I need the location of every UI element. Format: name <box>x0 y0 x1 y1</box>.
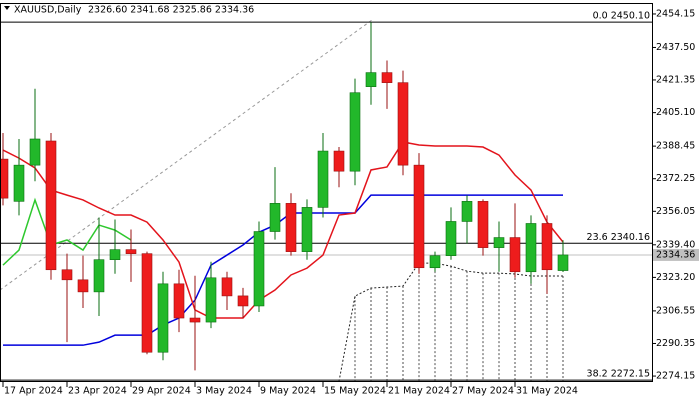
current-price-box <box>653 248 699 261</box>
y-tick-label: 2290.35 <box>656 338 695 349</box>
y-tick-label: 2323.20 <box>656 272 695 283</box>
candle-body <box>365 72 377 87</box>
x-tick-label: 21 May 2024 <box>388 386 450 397</box>
candle-body <box>349 92 361 172</box>
candle-body <box>493 237 505 248</box>
y-tick-label: 2405.10 <box>656 107 695 118</box>
y-tick-label: 2274.15 <box>656 371 695 382</box>
candle-body <box>381 72 393 83</box>
fib-label: 38.2 2272.15 <box>587 369 650 380</box>
indicator-line <box>2 197 132 266</box>
title-icon <box>4 6 10 10</box>
y-tick-label: 2339.40 <box>656 239 695 250</box>
plot-area: 0.0 2450.10 23.6 2340.16 38.2 2272.15 <box>0 11 652 382</box>
candle-body <box>221 277 233 297</box>
indicator-line <box>2 141 564 319</box>
candle-body <box>125 249 137 254</box>
x-tick-label: 9 May 2024 <box>260 386 316 397</box>
candle-body <box>29 138 41 166</box>
x-tick-label: 17 Apr 2024 <box>4 386 63 397</box>
candle-body <box>109 249 121 260</box>
candle-body <box>205 277 217 323</box>
chart-title: XAUUSD,Daily <box>14 5 82 16</box>
y-tick-label: 2372.25 <box>656 173 695 184</box>
plot-frame <box>0 3 653 382</box>
candle-body <box>0 158 9 199</box>
y-tick-label: 2437.50 <box>656 42 695 53</box>
x-tick-label: 23 Apr 2024 <box>68 386 127 397</box>
x-tick-label: 15 May 2024 <box>324 386 386 397</box>
candle-body <box>429 255 441 269</box>
candle-body <box>557 254 569 271</box>
candle-body <box>541 223 553 271</box>
candle-body <box>525 223 537 273</box>
candle-body <box>477 201 489 248</box>
candle-body <box>397 82 409 166</box>
y-tick-label: 2388.45 <box>656 141 695 152</box>
x-tick-label: 27 May 2024 <box>452 386 514 397</box>
indicator-line <box>3 194 563 346</box>
x-tick-label: 29 Apr 2024 <box>132 386 191 397</box>
fib-trend-line <box>0 19 373 291</box>
candle-body <box>237 295 249 307</box>
candle-body <box>93 259 105 293</box>
ohlc-header: 2326.60 2341.68 2325.86 2334.36 <box>88 5 254 16</box>
y-tick-label: 2356.05 <box>656 206 695 217</box>
candle-body <box>445 221 457 256</box>
candle-body <box>317 150 329 208</box>
candle-body <box>173 283 185 319</box>
x-tick-label: 31 May 2024 <box>516 386 578 397</box>
candle-body <box>61 269 73 281</box>
y-tick-label: 2421.35 <box>656 74 695 85</box>
candle-body <box>285 203 297 252</box>
indicator-line <box>338 262 563 382</box>
fib-label: 0.0 2450.10 <box>593 11 650 22</box>
fib-label: 23.6 2340.16 <box>587 232 650 243</box>
x-tick-label: 3 May 2024 <box>196 386 252 397</box>
candle-body <box>509 237 521 273</box>
candle-body <box>189 317 201 323</box>
candle-body <box>253 231 265 307</box>
current-price-label: 2334.36 <box>656 249 695 260</box>
candle-body <box>157 283 169 353</box>
candle-body <box>77 279 89 293</box>
candle-body <box>413 164 425 269</box>
candle-body <box>333 150 345 172</box>
y-tick-label: 2454.15 <box>656 8 695 19</box>
candle-body <box>45 140 57 271</box>
candle-body <box>269 203 281 232</box>
candle-body <box>13 164 25 202</box>
candle-body <box>141 253 153 353</box>
candle-body <box>461 201 473 222</box>
y-tick-label: 2306.55 <box>656 305 695 316</box>
candle-body <box>301 207 313 252</box>
